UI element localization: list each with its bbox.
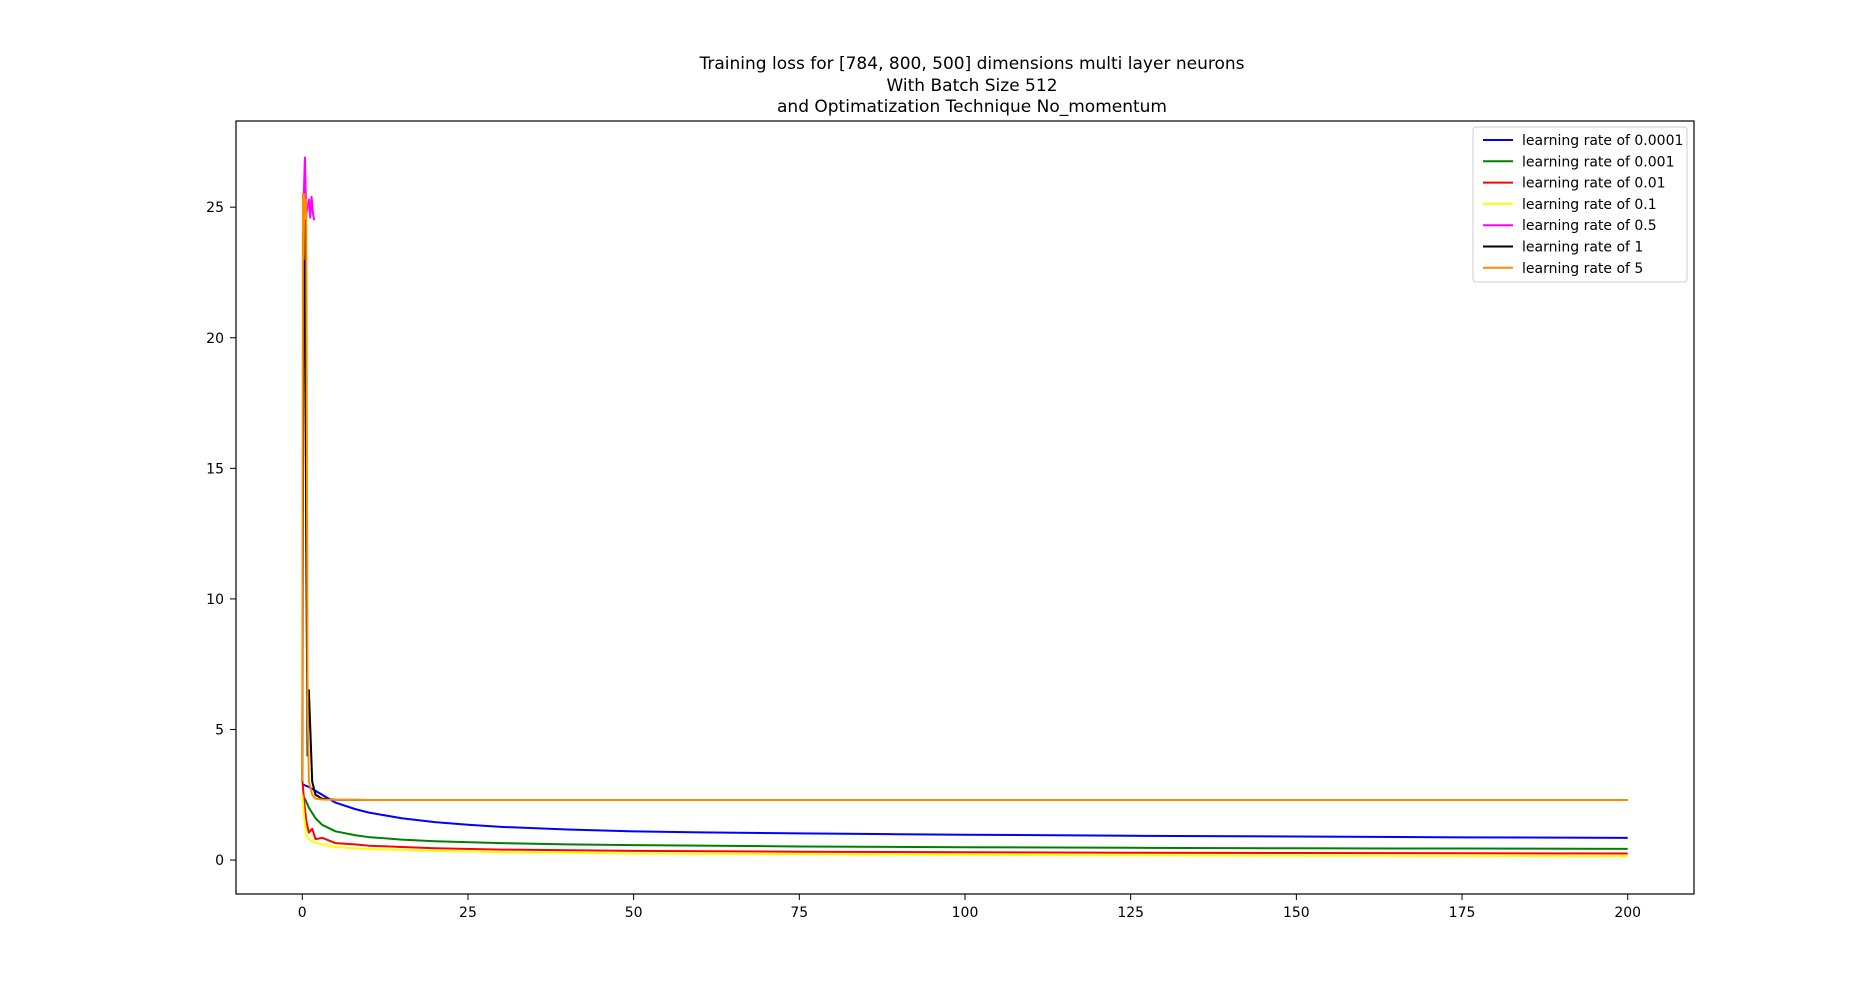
x-tick-label: 25: [459, 905, 477, 921]
series-line-learning-rate-of-0-001: [301, 794, 1628, 850]
x-tick-label: 50: [625, 905, 643, 921]
y-tick-label: 10: [206, 592, 224, 608]
y-tick-label: 15: [206, 461, 224, 477]
x-tick-label: 75: [790, 905, 808, 921]
chart-title-line-1: Training loss for [784, 800, 500] dimens…: [698, 54, 1244, 74]
y-tick-label: 5: [215, 722, 224, 738]
x-tick-label: 200: [1614, 905, 1641, 921]
y-axis-ticks: 0 5 10 15 20 25: [206, 200, 236, 869]
legend-box: [1472, 126, 1688, 283]
chart-title: Training loss for [784, 800, 500] dimens…: [698, 54, 1244, 117]
series-line-learning-rate-of-0-1: [301, 794, 1628, 858]
x-tick-label: 150: [1283, 905, 1310, 921]
legend-label-learning-rate-of-1: learning rate of 1: [1522, 240, 1643, 256]
legend-label-learning-rate-of-0-1: learning rate of 0.1: [1522, 197, 1657, 213]
series-line-learning-rate-of-0-01: [301, 779, 1628, 855]
series-lines: [301, 156, 1628, 858]
legend: learning rate of 0.0001 learning rate of …: [1472, 126, 1688, 283]
series-line-learning-rate-of-1: [301, 219, 1628, 801]
x-axis-ticks: 0 25 50 75 100 125 150 175 200: [298, 894, 1641, 921]
x-tick-label: 175: [1449, 905, 1476, 921]
x-tick-label: 100: [952, 905, 979, 921]
chart-title-line-2: With Batch Size 512: [886, 76, 1057, 96]
legend-label-learning-rate-of-5: learning rate of 5: [1522, 261, 1643, 277]
legend-label-learning-rate-of-0-5: learning rate of 0.5: [1522, 218, 1657, 234]
series-line-learning-rate-of-0-0001: [301, 783, 1628, 839]
y-tick-label: 20: [206, 331, 224, 347]
x-tick-label: 125: [1117, 905, 1144, 921]
y-tick-label: 25: [206, 200, 224, 216]
chart-title-line-3: and Optimatization Technique No_momentum: [777, 97, 1167, 117]
legend-label-learning-rate-of-0-0001: learning rate of 0.0001: [1522, 133, 1683, 149]
series-line-learning-rate-of-5: [301, 193, 1628, 801]
legend-label-learning-rate-of-0-01: learning rate of 0.01: [1522, 176, 1666, 192]
series-line-learning-rate-of-0-5: [302, 156, 316, 221]
legend-label-learning-rate-of-0-001: learning rate of 0.001: [1522, 154, 1674, 170]
y-tick-label: 0: [215, 853, 224, 869]
x-tick-label: 0: [298, 905, 307, 921]
